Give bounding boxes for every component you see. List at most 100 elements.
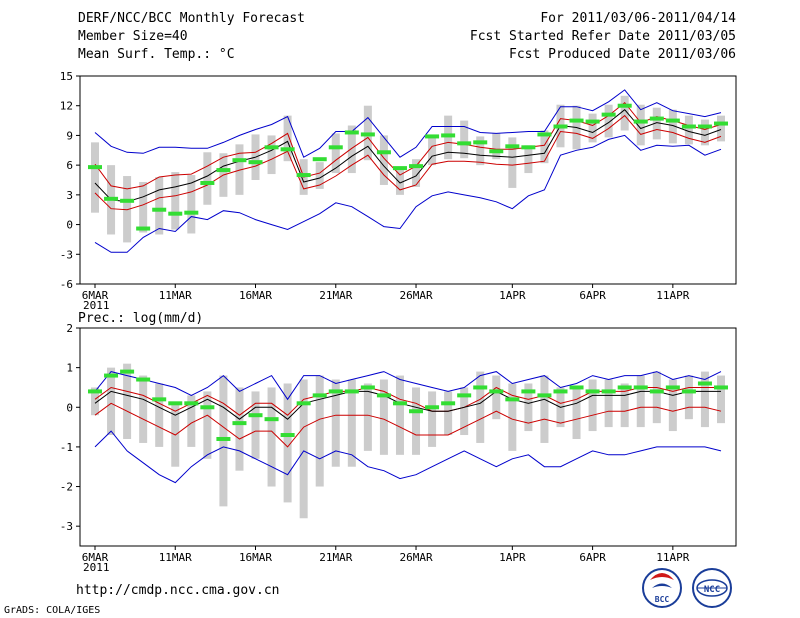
median-marker	[489, 389, 504, 394]
spread-box	[428, 391, 437, 447]
x-tick-label: 6MAR	[82, 551, 109, 564]
median-marker	[312, 157, 327, 162]
y-tick-label: 0	[66, 219, 73, 232]
x-year-label: 2011	[83, 561, 110, 574]
y-tick-label: 6	[66, 159, 73, 172]
y-tick-label: -3	[60, 520, 73, 533]
spread-box	[428, 136, 437, 166]
spread-box	[460, 387, 469, 436]
median-marker	[585, 389, 600, 394]
median-marker	[473, 385, 488, 390]
median-marker	[104, 373, 119, 378]
spread-box	[508, 137, 517, 188]
spread-box	[668, 379, 677, 432]
ncc-logo: NCC	[692, 568, 732, 608]
ensemble-min-line	[94, 430, 722, 484]
spread-box	[139, 375, 148, 443]
x-tick-label: 26MAR	[399, 289, 432, 302]
grads-credit: GrADS: COLA/IGES	[4, 605, 101, 616]
member-size-label: Member Size=40	[78, 29, 188, 44]
plot-frame	[79, 75, 737, 285]
spread-box	[347, 379, 356, 467]
median-marker	[505, 397, 520, 402]
ensemble-mean-line	[94, 390, 721, 420]
median-marker	[88, 389, 102, 394]
variable-label: Mean Surf. Temp.: °C	[78, 47, 235, 62]
median-marker	[617, 385, 632, 390]
median-marker	[344, 389, 359, 394]
spread-box	[155, 383, 164, 447]
spread-box	[717, 375, 725, 424]
median-marker	[665, 118, 680, 123]
spread-box	[331, 379, 340, 467]
median-marker	[617, 103, 632, 108]
median-marker	[264, 417, 279, 422]
median-marker	[553, 389, 568, 394]
spread-box	[235, 387, 244, 471]
spread-box	[620, 95, 629, 131]
median-marker	[104, 196, 119, 201]
spread-box	[299, 379, 308, 519]
median-marker	[633, 385, 648, 390]
x-tick-label: 11MAR	[159, 551, 192, 564]
median-marker	[328, 145, 343, 150]
median-marker	[152, 207, 167, 212]
spread-box	[684, 115, 693, 145]
median-marker	[296, 173, 311, 178]
y-tick-label: 12	[60, 100, 73, 113]
ensemble-min-line	[94, 134, 722, 253]
x-tick-label: 6APR	[579, 551, 606, 564]
median-marker	[248, 413, 263, 418]
ensemble-mean-line	[94, 109, 722, 203]
spread-box	[267, 387, 276, 487]
source-url[interactable]: http://cmdp.ncc.cma.gov.cn	[76, 583, 280, 598]
median-marker	[120, 369, 135, 374]
x-tick-label: 16MAR	[239, 551, 272, 564]
y-tick-label: -2	[60, 481, 73, 494]
temperature-panel: 15 12 9 6 3 0 -3 -6 6MAR 11MAR 16MAR 21MAR 26MAR 1APR…	[60, 70, 737, 312]
median-marker	[216, 168, 231, 173]
spread-box	[604, 104, 613, 138]
median-marker	[681, 124, 696, 129]
median-marker	[168, 401, 183, 406]
median-marker	[457, 393, 472, 398]
median-marker	[569, 118, 584, 123]
median-marker	[601, 389, 616, 394]
median-marker	[248, 160, 263, 165]
spread-box	[652, 371, 661, 424]
median-marker	[360, 385, 375, 390]
median-marker	[376, 150, 391, 155]
spread-box	[283, 383, 292, 503]
median-marker	[649, 116, 664, 121]
spread-box	[588, 379, 597, 432]
median-marker	[569, 385, 584, 390]
spread-box	[668, 109, 677, 144]
spread-box	[91, 387, 99, 416]
median-marker	[697, 124, 712, 129]
median-marker	[665, 385, 680, 390]
median-marker	[136, 226, 151, 231]
median-marker	[376, 393, 391, 398]
median-marker	[473, 140, 488, 145]
median-marker	[441, 401, 456, 406]
median-marker	[553, 124, 568, 129]
spread-box	[636, 375, 645, 428]
spread-box	[331, 133, 340, 174]
median-marker	[184, 401, 199, 406]
median-marker	[714, 385, 728, 390]
median-marker	[296, 401, 311, 406]
median-marker	[714, 121, 728, 126]
y-tick-label: -6	[60, 278, 73, 291]
median-marker	[601, 112, 616, 117]
median-marker	[200, 180, 215, 185]
median-marker	[328, 389, 343, 394]
forecast-period: For 2011/03/06-2011/04/14	[540, 11, 736, 26]
y-tick-label: -3	[60, 248, 73, 261]
y-tick-label: 15	[60, 70, 73, 83]
median-marker	[184, 210, 199, 215]
spread-box	[107, 367, 116, 436]
median-marker	[120, 198, 135, 203]
median-marker	[168, 211, 183, 216]
plot-frame	[79, 327, 737, 547]
